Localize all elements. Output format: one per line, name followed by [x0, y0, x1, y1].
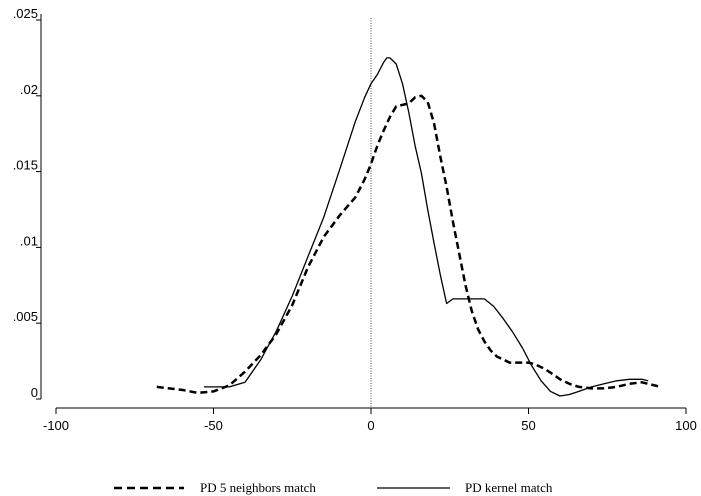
series-group [156, 57, 662, 397]
y-tick-label: .005 [13, 309, 38, 324]
series-line-kernel [204, 57, 649, 397]
x-tick-label: -100 [43, 418, 69, 433]
x-tick-label: -50 [204, 418, 223, 433]
y-tick-label: .025 [13, 6, 38, 21]
series-line-5-neighbors [156, 94, 662, 395]
y-tick-label: .01 [20, 233, 38, 248]
x-tick-label: 50 [521, 418, 535, 433]
legend-label-kernel: PD kernel match [465, 480, 553, 495]
axes: 0 .005 .01 .015 .02 .025 -100 -50 0 50 100 [13, 6, 697, 433]
y-tick-label: 0 [31, 385, 38, 400]
x-tick-label: 100 [675, 418, 697, 433]
legend-label-5-neighbors: PD 5 neighbors match [200, 480, 316, 495]
x-tick-label: 0 [367, 418, 374, 433]
y-tick-label: .02 [20, 82, 38, 97]
legend: PD 5 neighbors match PD kernel match [114, 480, 553, 495]
y-tick-label: .015 [13, 158, 38, 173]
